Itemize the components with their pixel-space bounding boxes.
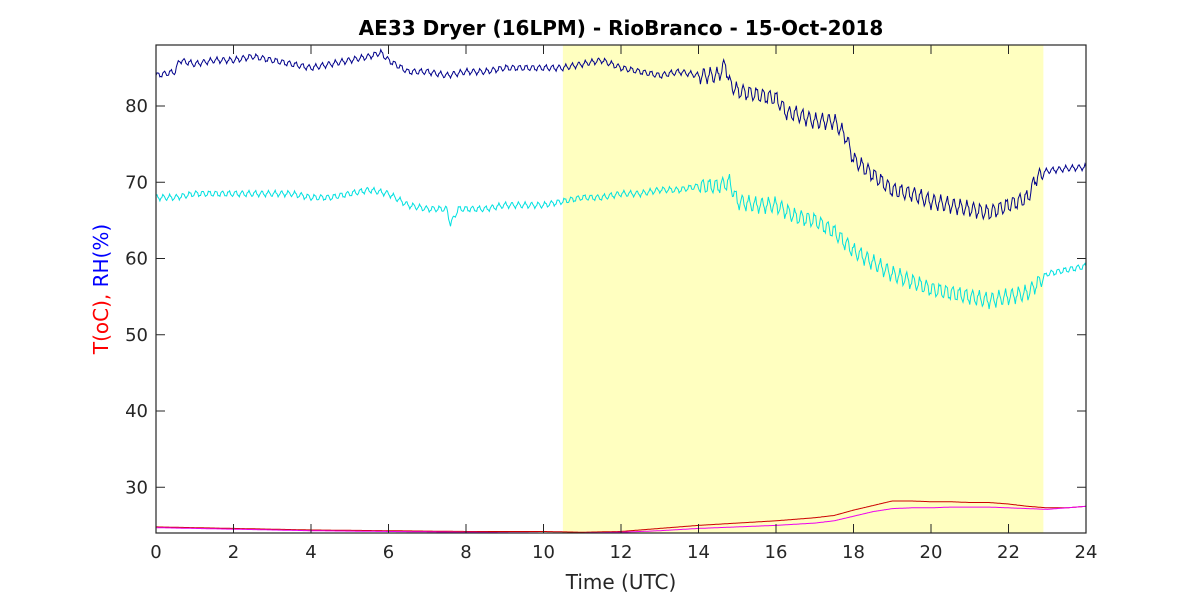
x-tick-label: 14 bbox=[687, 542, 710, 563]
x-tick-label: 22 bbox=[997, 542, 1020, 563]
x-tick-label: 0 bbox=[150, 542, 161, 563]
x-tick-label: 6 bbox=[383, 542, 394, 563]
y-tick-label: 80 bbox=[125, 96, 148, 117]
highlight-band bbox=[562, 45, 1044, 533]
x-tick-label: 18 bbox=[842, 542, 865, 563]
series-line-0 bbox=[155, 48, 1087, 221]
x-axis: 0 2 4 6 8 10 12 14 16 18 20 22 24 bbox=[150, 45, 1097, 563]
y-tick-label: 70 bbox=[125, 172, 148, 193]
x-tick-label: 12 bbox=[610, 542, 633, 563]
y-axis: 30 40 50 60 70 80 bbox=[125, 96, 1086, 498]
y-axis-label: T(oC), RH(%) bbox=[89, 224, 113, 355]
x-tick-label: 2 bbox=[228, 542, 239, 563]
y-axis-label-temperature: T(oC), bbox=[89, 287, 113, 355]
x-tick-label: 16 bbox=[765, 542, 788, 563]
y-tick-label: 40 bbox=[125, 401, 148, 422]
x-tick-label: 20 bbox=[920, 542, 943, 563]
chart-title: AE33 Dryer (16LPM) - RioBranco - 15-Oct-… bbox=[359, 16, 884, 40]
x-tick-label: 24 bbox=[1075, 542, 1098, 563]
x-tick-label: 10 bbox=[532, 542, 555, 563]
x-tick-label: 8 bbox=[460, 542, 471, 563]
y-axis-label-humidity: RH(%) bbox=[89, 224, 113, 288]
y-tick-label: 30 bbox=[125, 477, 148, 498]
y-tick-label: 60 bbox=[125, 249, 148, 270]
x-axis-label: Time (UTC) bbox=[565, 570, 677, 594]
y-tick-label: 50 bbox=[125, 325, 148, 346]
x-tick-label: 4 bbox=[305, 542, 316, 563]
series-line-1 bbox=[155, 173, 1087, 310]
